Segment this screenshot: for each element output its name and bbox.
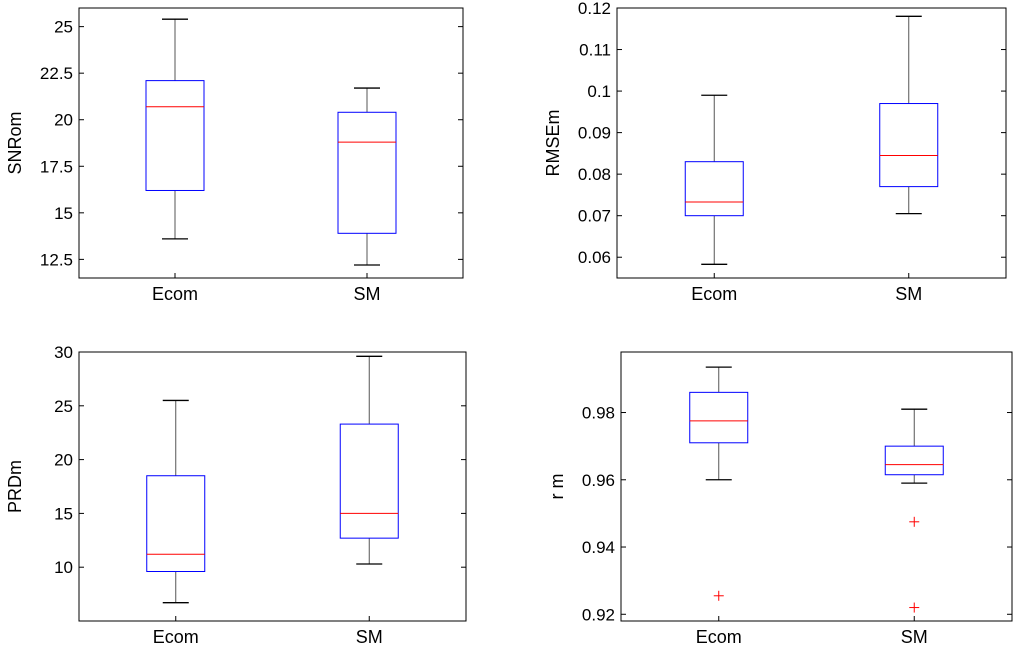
y-tick-label: 30	[54, 343, 73, 362]
y-tick-label: 0.06	[578, 248, 611, 267]
x-category-label: Ecom	[153, 627, 199, 647]
y-tick-label: 10	[54, 558, 73, 577]
box-sm	[339, 355, 399, 565]
iqr-box	[689, 391, 749, 444]
iqr-box	[879, 103, 939, 188]
y-tick-label: 0.92	[582, 605, 615, 624]
y-tick-label: 0.1	[587, 82, 611, 101]
y-tick-label: 20	[54, 451, 73, 470]
y-tick-label: 25	[54, 397, 73, 416]
box-plot-1: 12.5 15 17.5 20 22.5 25 SNRom Ecom SM	[5, 7, 464, 304]
iqr-box	[145, 80, 205, 191]
y-tick-label: 12.5	[40, 250, 73, 269]
outlier-marker	[909, 602, 920, 613]
x-category-label: SM	[895, 284, 922, 304]
x-category-label: SM	[356, 627, 383, 647]
y-tick-label: 0.08	[578, 165, 611, 184]
x-category-label: Ecom	[691, 284, 737, 304]
y-tick-label: 0.94	[582, 538, 615, 557]
x-category-label: Ecom	[152, 284, 198, 304]
y-tick-label: 22.5	[40, 64, 73, 83]
box-plot-4: 0.92 0.94 0.96 0.98 r m Ecom SM	[547, 351, 1013, 647]
iqr-box	[146, 475, 206, 573]
plot-frame	[78, 351, 467, 622]
y-tick-label: 25	[54, 18, 73, 37]
y-tick-label: 15	[54, 204, 73, 223]
plot-frame	[616, 7, 1007, 279]
y-tick-label: 0.11	[579, 41, 611, 60]
y-tick-label: 0.98	[582, 404, 615, 423]
box-sm	[879, 15, 939, 215]
y-tick-label: 0.12	[578, 0, 611, 18]
y-tick-label: 15	[54, 504, 73, 523]
plot-frame	[78, 7, 464, 279]
x-category-label: Ecom	[696, 627, 742, 647]
x-category-label: SM	[354, 284, 381, 304]
y-tick-label: 17.5	[40, 157, 73, 176]
y-tick-label: 0.96	[582, 471, 615, 490]
iqr-box	[339, 423, 399, 539]
iqr-box	[884, 445, 944, 476]
box-sm	[884, 408, 944, 613]
box-ecom	[145, 18, 205, 240]
box-sm	[337, 87, 397, 266]
box-ecom	[684, 94, 744, 265]
y-tick-label: 20	[54, 111, 73, 130]
y-axis-label: PRDm	[5, 460, 25, 513]
box-plot-2: 0.06 0.07 0.08 0.09 0.1 0.11 0.12 RMSEm Ecom SM	[543, 0, 1007, 304]
y-tick-label: 0.07	[578, 207, 611, 226]
iqr-box	[684, 161, 744, 217]
y-axis-label: r m	[547, 474, 567, 500]
box-plot-3: 10 15 20 25 30 PRDm Ecom SM	[5, 343, 467, 647]
box-ecom	[146, 399, 206, 604]
y-axis-label: RMSEm	[543, 110, 563, 177]
iqr-box	[337, 111, 397, 234]
box-ecom	[689, 366, 749, 601]
y-axis-label: SNRom	[5, 111, 25, 174]
y-tick-label: 0.09	[578, 124, 611, 143]
x-category-label: SM	[901, 627, 928, 647]
plot-frame	[620, 351, 1013, 622]
outlier-marker	[713, 590, 724, 601]
outlier-marker	[909, 516, 920, 527]
